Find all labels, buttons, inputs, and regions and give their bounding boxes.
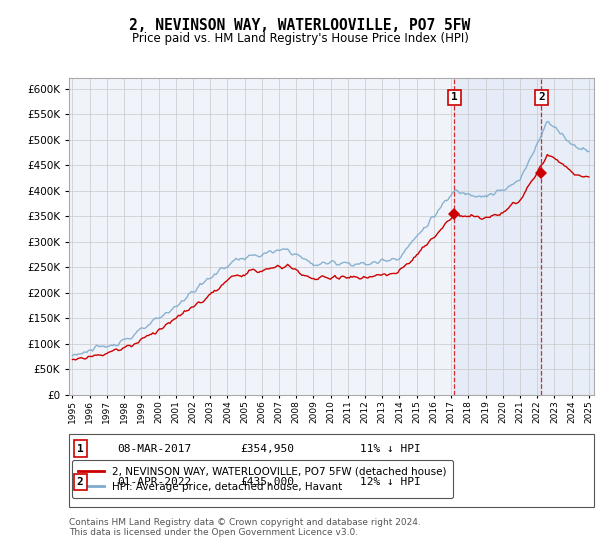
Legend: 2, NEVINSON WAY, WATERLOOVILLE, PO7 5FW (detached house), HPI: Average price, de: 2, NEVINSON WAY, WATERLOOVILLE, PO7 5FW … bbox=[71, 460, 453, 498]
Text: Contains HM Land Registry data © Crown copyright and database right 2024.
This d: Contains HM Land Registry data © Crown c… bbox=[69, 518, 421, 538]
Text: 01-APR-2022: 01-APR-2022 bbox=[117, 477, 191, 487]
Text: Price paid vs. HM Land Registry's House Price Index (HPI): Price paid vs. HM Land Registry's House … bbox=[131, 32, 469, 45]
Bar bbox=[541, 78, 598, 395]
Bar bbox=[454, 78, 541, 395]
Text: 1: 1 bbox=[77, 444, 83, 454]
Text: £435,000: £435,000 bbox=[240, 477, 294, 487]
Text: £354,950: £354,950 bbox=[240, 444, 294, 454]
Text: 2: 2 bbox=[538, 92, 545, 102]
Text: 2, NEVINSON WAY, WATERLOOVILLE, PO7 5FW: 2, NEVINSON WAY, WATERLOOVILLE, PO7 5FW bbox=[130, 18, 470, 33]
Text: 2: 2 bbox=[77, 477, 83, 487]
Text: 12% ↓ HPI: 12% ↓ HPI bbox=[360, 477, 421, 487]
Text: 08-MAR-2017: 08-MAR-2017 bbox=[117, 444, 191, 454]
Text: 11% ↓ HPI: 11% ↓ HPI bbox=[360, 444, 421, 454]
Text: 1: 1 bbox=[451, 92, 458, 102]
